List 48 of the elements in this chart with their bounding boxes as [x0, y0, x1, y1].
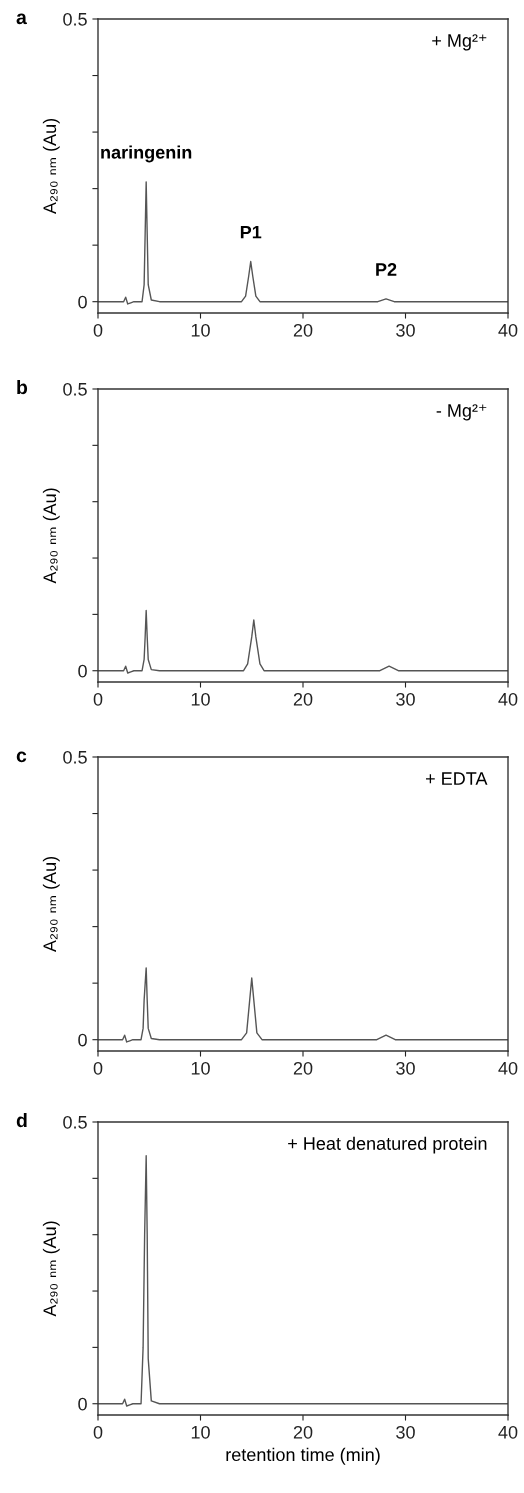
chart-title: b [17, 379, 28, 395]
annotation: + Mg²⁺ [432, 34, 487, 51]
annotation: P1 [240, 225, 262, 239]
x-axis-title: retention time (min) [226, 1447, 380, 1465]
annotation: - Mg²⁺ [436, 404, 487, 421]
x-tick-label: 20 [293, 323, 313, 337]
x-tick-label: 10 [191, 692, 210, 706]
line-series [98, 181, 508, 305]
y-tick-label: 0.5 [63, 12, 87, 26]
y-axis-title: A₂₉₀ ₙₘ (Au) [42, 118, 60, 215]
y-axis-title: A₂₉₀ ₙₘ (Au) [42, 1221, 60, 1317]
x-tick-label: 40 [498, 1425, 518, 1439]
y-tick-label: 0 [78, 295, 87, 309]
x-tick-label: 40 [498, 323, 518, 337]
y-tick-label: 0 [78, 1397, 87, 1411]
x-tick-label: 0 [93, 692, 103, 706]
chart-title: d [16, 1112, 27, 1128]
x-tick-label: 20 [293, 692, 313, 706]
y-tick-label: 0.5 [63, 750, 87, 764]
x-tick-label: 40 [498, 692, 518, 706]
x-tick-label: 30 [396, 1061, 415, 1075]
x-tick-label: 20 [293, 1061, 313, 1075]
chart-title: c [16, 751, 27, 763]
annotation: + Heat denatured protein [288, 1136, 487, 1154]
line-series [98, 967, 508, 1043]
x-tick-label: 10 [191, 1425, 210, 1439]
x-tick-label: 10 [191, 323, 210, 337]
y-tick-label: 0.5 [63, 382, 87, 396]
x-tick-label: 30 [396, 1425, 415, 1439]
y-tick-label: 0.5 [63, 1115, 87, 1129]
annotation: P2 [376, 263, 397, 276]
y-axis-title: A₂₉₀ ₙₘ (Au) [42, 488, 60, 584]
annotation: naringenin [101, 145, 192, 163]
y-tick-label: 0 [78, 664, 87, 678]
x-tick-label: 0 [93, 1425, 103, 1439]
annotation: + EDTA [426, 772, 488, 785]
line-series [98, 609, 508, 674]
x-tick-label: 0 [93, 323, 103, 337]
x-tick-label: 10 [191, 1061, 210, 1075]
chart-title: a [16, 13, 27, 25]
x-tick-label: 30 [396, 323, 415, 337]
y-axis-title: A₂₉₀ ₙₘ (Au) [42, 856, 60, 953]
x-tick-label: 30 [396, 692, 415, 706]
x-tick-label: 0 [93, 1061, 103, 1075]
line-series [98, 1155, 508, 1407]
x-tick-label: 20 [293, 1425, 313, 1439]
x-tick-label: 40 [498, 1061, 518, 1075]
y-tick-label: 0 [78, 1033, 87, 1047]
